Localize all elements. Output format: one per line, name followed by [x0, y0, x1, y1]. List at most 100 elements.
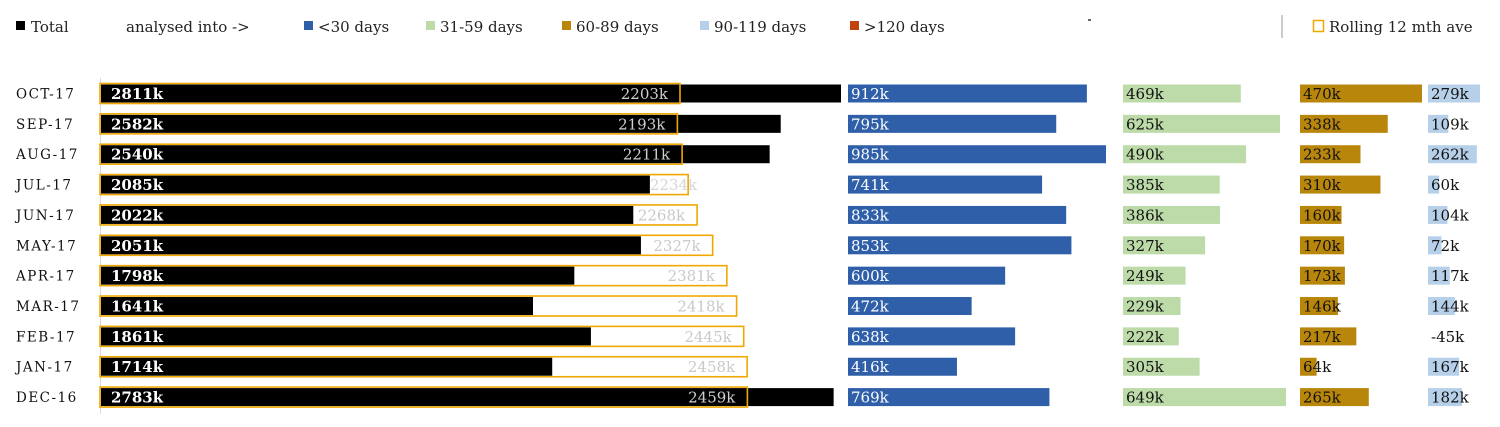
category-label: SEP-17	[16, 117, 74, 133]
category-label: JAN-17	[14, 360, 74, 376]
bar-d90_119	[1428, 388, 1462, 407]
value-label-d60_89: 160k	[1303, 206, 1342, 224]
value-label-d60_89: 310k	[1303, 176, 1342, 194]
bar-rolling-average	[99, 82, 681, 105]
row-oct-17: OCT-17 2811k 2203k 912k 469k 470k 279k	[16, 82, 1480, 105]
value-label-lt30: 795k	[851, 115, 890, 133]
value-label-lt30: 912k	[851, 85, 890, 103]
bar-d90_119	[1428, 175, 1440, 194]
category-label: MAR-17	[16, 299, 80, 315]
legend-swatch-d31_59	[426, 21, 435, 30]
legend-label-analysed: analysed into ->	[126, 18, 250, 36]
bar-rolling-average	[99, 173, 689, 196]
bar-total	[101, 297, 533, 316]
bar-total	[101, 327, 591, 346]
bar-rolling-average	[99, 204, 698, 226]
value-label-total: 2811k	[111, 85, 164, 103]
value-label-d90_119: 104k	[1431, 206, 1470, 224]
bar-rolling-average	[99, 113, 679, 135]
value-label-d90_119: -45k	[1431, 328, 1465, 346]
value-label-d90_119: 60k	[1431, 176, 1460, 194]
value-label-total: 1641k	[111, 298, 164, 316]
value-label-d60_89: 64k	[1303, 358, 1332, 376]
value-label-d60_89: 146k	[1303, 298, 1342, 316]
bar-d31_59	[1123, 175, 1220, 194]
bar-d31_59	[1123, 357, 1200, 376]
legend: Total analysed into -> <30 days 31-59 days 6…	[16, 15, 1473, 38]
bar-d60_89	[1300, 388, 1369, 407]
bar-d90_119	[1428, 145, 1477, 164]
bar-rolling-average	[99, 295, 738, 317]
category-label: APR-17	[15, 269, 76, 285]
value-label-total: 1714k	[111, 358, 164, 376]
bar-lt30	[848, 84, 1087, 103]
row-jul-17: JUL-17 2085k 2234k 741k 385k 310k 60k	[14, 173, 1460, 196]
row-sep-17: SEP-17 2582k 2193k 795k 625k 338k 109k	[16, 113, 1470, 135]
legend-label-total: Total	[31, 18, 69, 36]
value-label-d31_59: 625k	[1126, 115, 1165, 133]
bar-d60_89	[1300, 236, 1345, 255]
value-label-rolling: 2234k	[650, 176, 698, 194]
legend-swatch-rolling	[1312, 19, 1325, 33]
bar-d60_89	[1300, 145, 1361, 164]
value-label-d90_119: 279k	[1431, 85, 1470, 103]
row-may-17: MAY-17 2051k 2327k 853k 327k 170k 72k	[16, 234, 1460, 257]
legend-swatch-lt30	[304, 21, 313, 30]
value-label-d90_119: 144k	[1431, 298, 1470, 316]
value-label-rolling: 2381k	[668, 267, 716, 285]
value-label-d60_89: 217k	[1303, 328, 1342, 346]
value-label-rolling: 2458k	[688, 358, 736, 376]
bar-d60_89	[1300, 327, 1357, 346]
bar-d31_59	[1123, 205, 1220, 224]
category-label: JUL-17	[14, 178, 73, 194]
value-label-d31_59: 649k	[1126, 389, 1165, 407]
bar-d60_89	[1300, 357, 1317, 376]
value-label-d31_59: 305k	[1126, 358, 1165, 376]
legend-swatch-total	[16, 21, 25, 30]
bar-d60_89	[1300, 205, 1342, 224]
legend-label-d90_119: 90-119 days	[714, 18, 806, 36]
bar-d60_89	[1300, 297, 1338, 316]
bar-d90_119	[1428, 205, 1448, 224]
value-label-d31_59: 249k	[1126, 267, 1165, 285]
bar-total	[101, 266, 575, 285]
bar-d31_59	[1123, 388, 1286, 407]
bar-d60_89	[1300, 175, 1381, 194]
value-label-d31_59: 229k	[1126, 298, 1165, 316]
value-label-total: 1861k	[111, 328, 164, 346]
legend-label-lt30: <30 days	[318, 18, 389, 36]
bar-rows: OCT-17 2811k 2203k 912k 469k 470k 279k SEP-17 25…	[14, 82, 1480, 408]
value-label-total: 2540k	[111, 146, 164, 164]
bar-lt30	[848, 145, 1106, 164]
bar-total	[101, 388, 834, 407]
bar-d90_119	[1428, 114, 1449, 133]
value-label-rolling: 2459k	[688, 389, 736, 407]
value-label-d90_119: 182k	[1431, 389, 1470, 407]
category-label: MAY-17	[16, 238, 77, 254]
row-jun-17: JUN-17 2022k 2268k 833k 386k 160k 104k	[14, 204, 1470, 226]
bar-d31_59	[1123, 84, 1241, 103]
bar-rolling-average	[99, 143, 683, 166]
value-label-d90_119: 117k	[1431, 267, 1470, 285]
bar-rolling-average	[99, 325, 745, 348]
bar-total	[101, 236, 641, 255]
row-mar-17: MAR-17 1641k 2418k 472k 229k 146k 144k	[16, 295, 1470, 317]
bar-lt30	[848, 297, 972, 316]
legend-label-rolling: Rolling 12 mth ave	[1329, 18, 1473, 36]
bar-d90_119	[1428, 266, 1450, 285]
bar-rolling-average	[99, 264, 728, 287]
value-label-d31_59: 327k	[1126, 237, 1165, 255]
category-label: JUN-17	[14, 208, 75, 224]
row-dec-16: DEC-16 2783k 2459k 769k 649k 265k 182k	[16, 386, 1470, 408]
value-label-d31_59: 469k	[1126, 85, 1165, 103]
bar-total	[101, 145, 770, 164]
bar-lt30	[848, 205, 1067, 224]
category-label: OCT-17	[16, 87, 75, 103]
value-label-total: 2051k	[111, 237, 164, 255]
bar-rolling-average	[99, 386, 749, 408]
value-label-total: 2085k	[111, 176, 164, 194]
legend-label-d60_89: 60-89 days	[576, 18, 659, 36]
legend-label-gt120: >120 days	[864, 18, 945, 36]
value-label-d31_59: 222k	[1126, 328, 1165, 346]
bar-lt30	[848, 175, 1043, 194]
